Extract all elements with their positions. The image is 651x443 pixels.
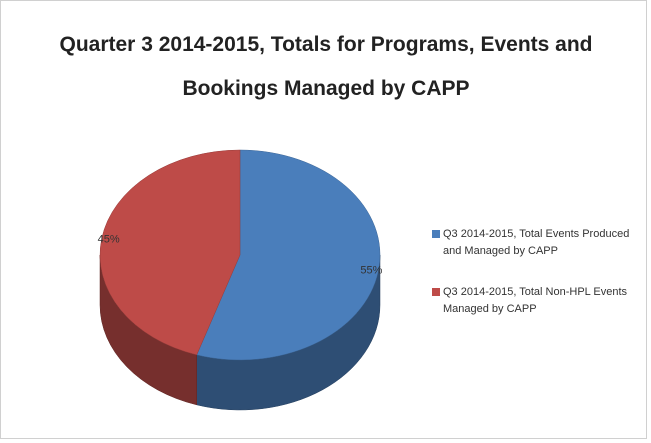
data-label: 55% — [360, 265, 382, 277]
legend-swatch — [432, 288, 440, 296]
legend: Q3 2014-2015, Total Events Produced and … — [432, 226, 647, 342]
legend-item: Q3 2014-2015, Total Non-HPL Events Manag… — [432, 284, 647, 318]
chart-title: Quarter 3 2014-2015, Totals for Programs… — [59, 33, 593, 100]
legend-label: Q3 2014-2015, Total Events Produced and … — [443, 228, 630, 257]
legend-item: Q3 2014-2015, Total Events Produced and … — [432, 226, 647, 260]
data-label: 45% — [98, 233, 120, 245]
slice — [99, 149, 241, 356]
slice — [196, 149, 381, 361]
legend-label: Q3 2014-2015, Total Non-HPL Events Manag… — [443, 286, 628, 315]
legend-swatch — [432, 230, 440, 238]
